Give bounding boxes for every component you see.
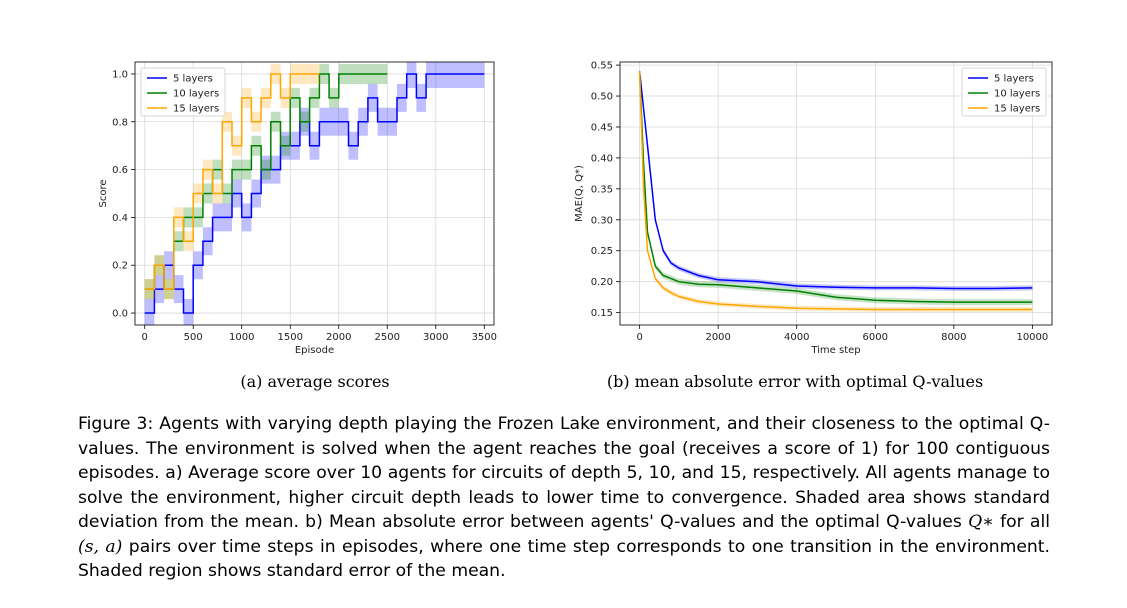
- caption-text-3: pairs over time steps in episodes, where…: [78, 536, 1051, 582]
- mae-y-tick-label: 0.50: [591, 92, 613, 103]
- score-x-tick-label: 3500: [472, 332, 497, 343]
- subcaption-a: (a) average scores: [240, 372, 390, 391]
- mae-legend-label-2: 15 layers: [994, 104, 1040, 115]
- mae-series-line-0: [638, 71, 1033, 290]
- score-x-tick-label: 1000: [229, 332, 254, 343]
- score-x-tick-label: 500: [184, 332, 203, 343]
- score-y-tick-label: 0.8: [112, 117, 128, 128]
- score-y-axis-label: Score: [98, 179, 109, 207]
- mae-x-tick-label: 4000: [784, 332, 809, 343]
- score-x-tick-label: 1500: [278, 332, 303, 343]
- mae-y-tick-label: 0.30: [591, 215, 613, 226]
- mae-y-tick-label: 0.35: [591, 184, 613, 195]
- score-legend: [140, 67, 226, 117]
- mae-y-tick-label: 0.25: [591, 246, 613, 257]
- mae-y-tick-label: 0.40: [591, 153, 613, 164]
- caption-text-1: Figure 3: Agents with varying depth play…: [78, 414, 1050, 532]
- mae-legend: [961, 67, 1047, 117]
- figure-caption: Figure 3: Agents with varying depth play…: [78, 412, 1050, 584]
- mae-legend-label-1: 10 layers: [994, 89, 1040, 100]
- caption-math-qstar: Q∗: [968, 512, 994, 532]
- score-x-axis-label: Episode: [295, 345, 334, 356]
- mae-chart: 0 2000 4000 6000 8000 10000 0.15 0.20 0.25 0.30 0.…: [560, 0, 1127, 370]
- score-x-tick-label: 2500: [375, 332, 400, 343]
- score-x-tick-label: 2000: [326, 332, 351, 343]
- mae-chart-svg: 0 2000 4000 6000 8000 10000 0.15 0.20 0.25 0.30 0.…: [574, 61, 1053, 356]
- mae-x-axis-label: Time step: [810, 345, 860, 356]
- caption-text-2: for all: [1000, 512, 1051, 532]
- score-legend-label-1: 10 layers: [173, 89, 219, 100]
- mae-x-tick-label: 2000: [705, 332, 730, 343]
- mae-series-line-2: [638, 71, 1033, 311]
- subcaption-b: (b) mean absolute error with optimal Q-v…: [606, 372, 984, 391]
- score-y-tick-label: 0.2: [112, 261, 128, 272]
- score-chart: 0 500 1000 1500 2000 2500 3000 3500 0.0 0.2 0.4 0.6…: [0, 0, 560, 370]
- mae-x-tick-label: 6000: [863, 332, 888, 343]
- score-y-tick-label: 1.0: [112, 69, 128, 80]
- score-band-0: [144, 62, 485, 325]
- mae-x-tick-label: 0: [636, 332, 642, 343]
- mae-legend-label-0: 5 layers: [994, 74, 1034, 85]
- mae-y-tick-label: 0.55: [591, 61, 613, 72]
- score-legend-label-2: 15 layers: [173, 104, 219, 115]
- mae-frame: [619, 61, 1053, 326]
- score-frame: [134, 61, 495, 326]
- score-chart-svg: 0 500 1000 1500 2000 2500 3000 3500 0.0 0.2 0.4 0.6…: [98, 61, 497, 356]
- score-band-2: [144, 64, 320, 300]
- mae-series-line-1: [638, 71, 1033, 303]
- mae-x-tick-label: 8000: [941, 332, 966, 343]
- mae-x-tick-label: 10000: [1016, 332, 1048, 343]
- score-x-tick-label: 0: [142, 332, 148, 343]
- score-legend-label-0: 5 layers: [173, 74, 213, 85]
- score-y-tick-label: 0.4: [112, 213, 128, 224]
- mae-y-tick-label: 0.20: [591, 277, 613, 288]
- score-series-line-2: [144, 73, 320, 290]
- score-y-tick-label: 0.6: [112, 165, 128, 176]
- mae-y-tick-label: 0.45: [591, 122, 613, 133]
- mae-y-axis-label: MAE(Q, Q*): [574, 165, 585, 222]
- caption-math-sa: (s, a): [78, 536, 123, 557]
- mae-y-tick-label: 0.15: [591, 308, 613, 319]
- score-x-tick-label: 3000: [423, 332, 448, 343]
- score-y-tick-label: 0.0: [112, 309, 128, 320]
